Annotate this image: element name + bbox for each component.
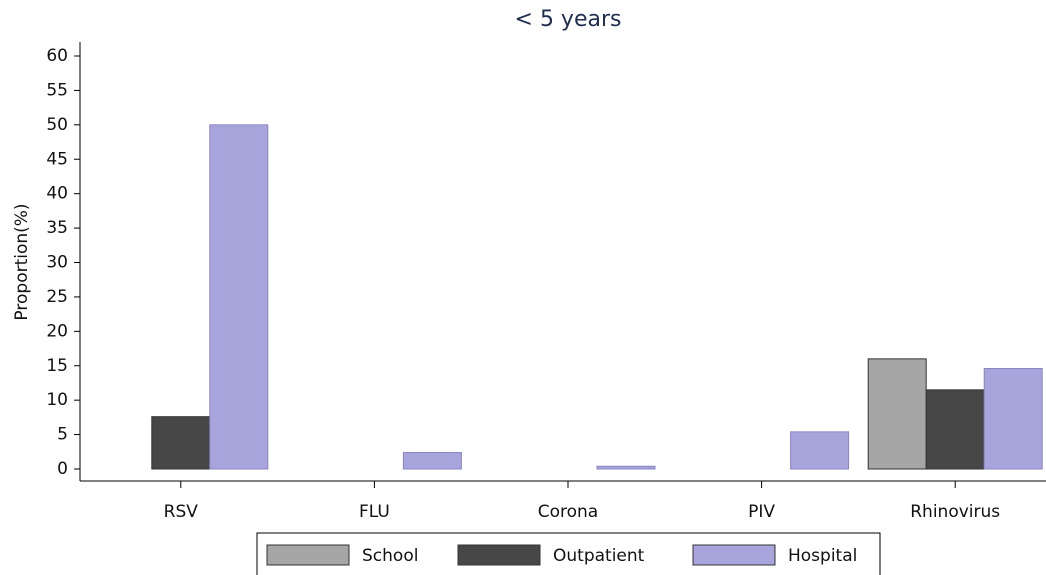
y-axis-label: Proportion(%) — [12, 203, 32, 320]
bar — [596, 465, 656, 470]
bar — [925, 389, 985, 470]
x-tick-label: PIV — [748, 502, 775, 522]
y-tick-label: 60 — [46, 46, 68, 66]
legend-box — [256, 532, 881, 575]
y-tick-label: 5 — [57, 425, 68, 445]
legend-swatch — [266, 544, 350, 566]
y-tick-label: 40 — [46, 184, 68, 204]
legend-swatch — [457, 544, 541, 566]
legend-label: School — [362, 546, 418, 566]
bar — [983, 368, 1043, 470]
legend-label: Outpatient — [553, 546, 645, 566]
y-tick-label: 25 — [46, 287, 68, 307]
x-tick-label: Corona — [538, 502, 598, 522]
y-tick-label: 50 — [46, 115, 68, 135]
legend-swatch — [692, 544, 776, 566]
bar — [402, 451, 462, 470]
bar — [209, 124, 269, 470]
bar — [867, 358, 927, 470]
y-tick-label: 15 — [46, 356, 68, 376]
y-tick-label: 0 — [57, 459, 68, 479]
y-tick-label: 30 — [46, 253, 68, 273]
chart-title: < 5 years — [515, 7, 622, 32]
x-tick-label: FLU — [359, 502, 390, 522]
legend-label: Hospital — [788, 546, 857, 566]
bar — [790, 431, 850, 470]
x-tick-label: RSV — [164, 502, 199, 522]
y-tick-label: 35 — [46, 218, 68, 238]
y-tick-label: 45 — [46, 149, 68, 169]
y-tick-label: 10 — [46, 390, 68, 410]
y-tick-label: 20 — [46, 321, 68, 341]
x-tick-label: Rhinovirus — [910, 502, 1000, 522]
y-tick-label: 55 — [46, 80, 68, 100]
bar — [151, 416, 211, 470]
